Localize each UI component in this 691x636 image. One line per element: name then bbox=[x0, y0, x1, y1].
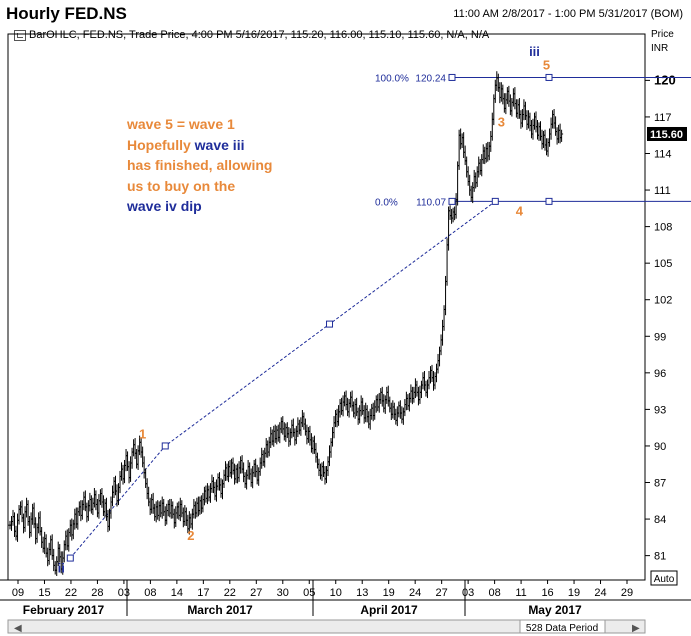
x-tick-label: 19 bbox=[383, 587, 395, 599]
projection-marker bbox=[491, 197, 499, 205]
x-tick-label: 24 bbox=[409, 587, 421, 599]
fib-price-label: 110.07 bbox=[416, 197, 446, 208]
chart-title: Hourly FED.NS bbox=[6, 4, 127, 23]
x-tick-label: 08 bbox=[144, 587, 156, 599]
wave-label: 1 bbox=[139, 427, 146, 442]
y-tick-label: 93 bbox=[654, 404, 666, 416]
x-tick-label: 22 bbox=[224, 587, 236, 599]
annotation-line-2: Hopefully wave iii bbox=[127, 135, 272, 156]
x-tick-label: 16 bbox=[541, 587, 553, 599]
month-label: April 2017 bbox=[360, 603, 418, 617]
x-tick-label: 09 bbox=[12, 587, 24, 599]
x-tick-label: 28 bbox=[91, 587, 103, 599]
wave-label: ii bbox=[58, 561, 65, 576]
x-tick-label: 15 bbox=[38, 587, 50, 599]
y-tick-label: 90 bbox=[654, 441, 666, 453]
fib-level-label: 0.0% bbox=[375, 197, 398, 208]
horizontal-scrollbar bbox=[7, 619, 646, 634]
wave-label: 2 bbox=[187, 528, 194, 543]
month-label: May 2017 bbox=[528, 603, 582, 617]
x-tick-label: 13 bbox=[356, 587, 368, 599]
x-tick-label: 10 bbox=[330, 587, 342, 599]
y-tick-label: 84 bbox=[654, 514, 666, 526]
x-tick-label: 03 bbox=[118, 587, 130, 599]
y-tick-label: 105 bbox=[654, 258, 672, 270]
x-tick-label: 22 bbox=[65, 587, 77, 599]
auto-scale-label: Auto bbox=[654, 574, 675, 585]
x-tick-label: 17 bbox=[197, 587, 209, 599]
y-tick-label: 111 bbox=[654, 185, 671, 197]
wave-label: 4 bbox=[516, 204, 524, 219]
scroll-left-icon: ◀ bbox=[14, 623, 22, 634]
x-tick-label: 03 bbox=[462, 587, 474, 599]
bar-ohlc-icon bbox=[14, 29, 26, 41]
fib-anchor-marker bbox=[545, 197, 553, 205]
x-tick-label: 27 bbox=[250, 587, 262, 599]
month-label: February 2017 bbox=[23, 603, 105, 617]
last-price-label: 115.60 bbox=[650, 129, 683, 141]
fib-anchor-marker bbox=[448, 197, 456, 205]
currency-label: INR bbox=[651, 43, 669, 54]
fib-level-label: 100.0% bbox=[375, 73, 409, 84]
annotation-line-1: wave 5 = wave 1 bbox=[127, 116, 235, 132]
x-tick-label: 05 bbox=[303, 587, 315, 599]
x-tick-label: 14 bbox=[171, 587, 183, 599]
x-tick-label: 30 bbox=[277, 587, 289, 599]
annotation-line-5: wave iv dip bbox=[127, 198, 202, 214]
x-tick-label: 11 bbox=[515, 587, 526, 599]
x-tick-label: 19 bbox=[568, 587, 580, 599]
y-tick-label: 102 bbox=[654, 295, 672, 307]
projection-marker bbox=[326, 320, 334, 328]
x-tick-label: 27 bbox=[436, 587, 448, 599]
wave-annotation: wave 5 = wave 1 Hopefully wave iii has f… bbox=[127, 114, 272, 217]
wave-label: 5 bbox=[543, 57, 550, 72]
fib-anchor-marker bbox=[545, 73, 553, 81]
price-axis-title: Price bbox=[651, 29, 674, 40]
y-tick-label: 99 bbox=[654, 331, 666, 343]
data-period-box bbox=[519, 619, 606, 634]
wave-label: 3 bbox=[498, 115, 505, 130]
annotation-line-2a: Hopefully bbox=[127, 136, 195, 153]
series-info: BarOHLC, FED.NS, Trade Price, 4:00 PM 5/… bbox=[14, 29, 489, 41]
series-info-text: BarOHLC, FED.NS, Trade Price, 4:00 PM 5/… bbox=[29, 29, 490, 41]
wave-label: iii bbox=[529, 44, 540, 59]
y-tick-label: 96 bbox=[654, 368, 666, 380]
fib-price-label: 120.24 bbox=[415, 73, 446, 84]
x-tick-label: 24 bbox=[594, 587, 606, 599]
y-tick-label: 117 bbox=[654, 112, 672, 124]
annotation-line-4: us to buy on the bbox=[127, 177, 236, 194]
y-tick-label: 108 bbox=[654, 222, 672, 234]
y-tick-label: 81 bbox=[654, 551, 666, 563]
projection-marker bbox=[66, 554, 74, 562]
x-tick-label: 29 bbox=[621, 587, 633, 599]
auto-scale-button bbox=[650, 570, 678, 586]
annotation-line-2b: wave iii bbox=[194, 136, 245, 153]
y-tick-label: 87 bbox=[654, 478, 666, 490]
fib-anchor-marker bbox=[448, 73, 456, 81]
month-label: March 2017 bbox=[187, 603, 253, 617]
scroll-right-icon: ▶ bbox=[632, 623, 640, 634]
date-range: 11:00 AM 2/8/2017 - 1:00 PM 5/31/2017 (B… bbox=[453, 8, 683, 20]
last-price-badge bbox=[647, 126, 687, 141]
x-tick-label: 08 bbox=[488, 587, 500, 599]
data-period-label: 528 Data Period bbox=[526, 623, 598, 634]
y-tick-label: 120 bbox=[654, 72, 676, 87]
projection-marker bbox=[161, 442, 169, 450]
annotation-line-3: has finished, allowing bbox=[127, 157, 273, 173]
y-tick-label: 114 bbox=[654, 148, 672, 160]
